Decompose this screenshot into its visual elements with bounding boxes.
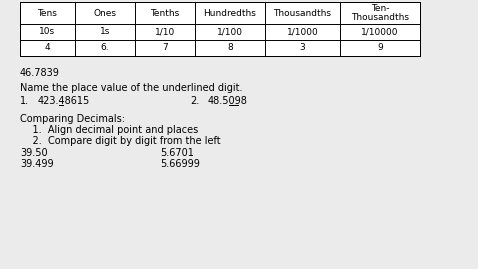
Text: 1s: 1s (100, 27, 110, 37)
Text: 2.: 2. (190, 96, 199, 106)
Text: 1/10000: 1/10000 (361, 27, 399, 37)
Text: 1/100: 1/100 (217, 27, 243, 37)
Text: 39.499: 39.499 (20, 159, 54, 169)
Text: 8: 8 (227, 44, 233, 52)
Text: 1/1000: 1/1000 (287, 27, 318, 37)
Text: Name the place value of the underlined digit.: Name the place value of the underlined d… (20, 83, 242, 93)
Text: 423.48615: 423.48615 (38, 96, 90, 106)
Text: 9: 9 (377, 44, 383, 52)
Text: Ones: Ones (94, 9, 117, 17)
Text: 1/10: 1/10 (155, 27, 175, 37)
Text: 39.50: 39.50 (20, 148, 48, 158)
Text: 5.6701: 5.6701 (160, 148, 194, 158)
Text: 1.: 1. (20, 96, 29, 106)
Text: 1.  Align decimal point and places: 1. Align decimal point and places (20, 125, 198, 135)
Text: Hundredths: Hundredths (204, 9, 256, 17)
Text: Thousandths: Thousandths (273, 9, 332, 17)
Text: 48.5098: 48.5098 (208, 96, 248, 106)
Text: 7: 7 (162, 44, 168, 52)
Text: 3: 3 (300, 44, 305, 52)
Text: 5.66999: 5.66999 (160, 159, 200, 169)
Text: Tens: Tens (38, 9, 57, 17)
Text: 46.7839: 46.7839 (20, 68, 60, 78)
Text: 4: 4 (44, 44, 50, 52)
Text: Ten-
Thousandths: Ten- Thousandths (351, 4, 409, 22)
Text: 10s: 10s (40, 27, 55, 37)
Text: Comparing Decimals:: Comparing Decimals: (20, 114, 125, 124)
FancyBboxPatch shape (20, 2, 420, 56)
Text: 6.: 6. (101, 44, 109, 52)
Text: Tenths: Tenths (151, 9, 180, 17)
Text: 2.  Compare digit by digit from the left: 2. Compare digit by digit from the left (20, 136, 221, 146)
